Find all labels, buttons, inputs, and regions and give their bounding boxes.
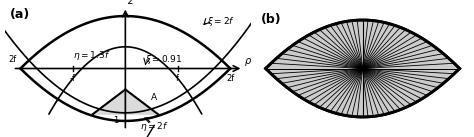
Text: (b): (b) [261,13,282,26]
Text: z: z [128,0,133,6]
Text: (a): (a) [10,8,30,21]
Text: $\xi = 0.91$: $\xi = 0.91$ [146,53,182,66]
Text: $\eta = 1.3f$: $\eta = 1.3f$ [73,49,110,62]
Polygon shape [265,20,460,117]
Text: 2f: 2f [226,74,234,83]
Text: A: A [151,93,157,102]
Text: -1: -1 [112,116,120,125]
Text: f: f [176,74,179,83]
Text: -f: -f [70,74,76,83]
Text: 2f: 2f [9,55,17,64]
Text: ρ: ρ [245,56,251,66]
Text: $\eta = 2f$: $\eta = 2f$ [140,120,169,133]
Text: $\xi = 2f$: $\xi = 2f$ [207,15,235,28]
Polygon shape [93,89,158,114]
